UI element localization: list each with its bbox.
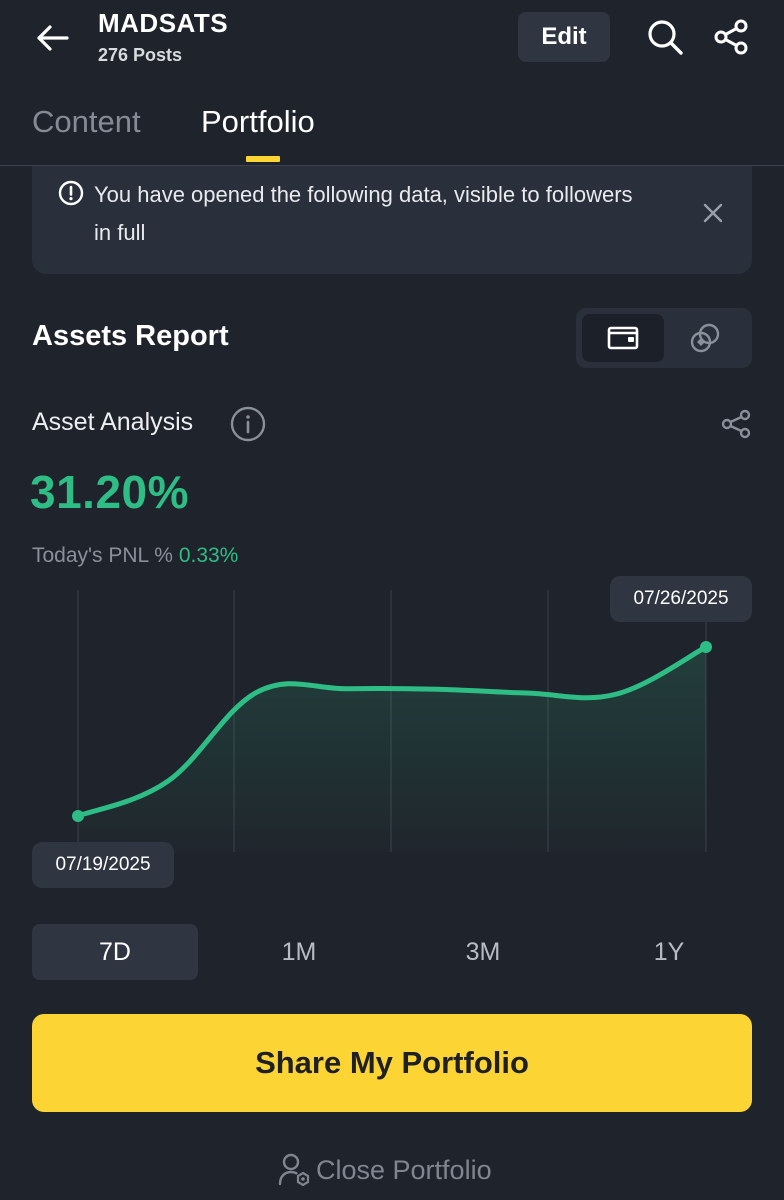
info-icon[interactable] [230, 406, 266, 442]
profile-title-block: MADSATS 276 Posts [98, 8, 228, 66]
notice-text: You have opened the following data, visi… [94, 182, 633, 245]
chart-series-line [75, 644, 709, 819]
share-portfolio-button[interactable]: Share My Portfolio [32, 1014, 752, 1112]
total-pnl-percent: 31.20% [30, 466, 190, 518]
alert-circle-icon [58, 180, 84, 206]
chart-end-point [700, 641, 712, 653]
page-title: MADSATS [98, 8, 229, 38]
chart-start-date-label: 07/19/2025 [32, 842, 174, 888]
analysis-share-icon[interactable] [718, 406, 754, 442]
range-1y-button[interactable]: 1Y [653, 937, 685, 966]
share-icon[interactable] [708, 14, 754, 60]
linked-coins-icon [690, 323, 720, 353]
tab-content[interactable]: Content [32, 104, 141, 139]
profile-tabs: Content Portfolio [0, 94, 784, 166]
assets-report-title: Assets Report [32, 320, 229, 352]
tab-portfolio[interactable]: Portfolio [201, 104, 315, 139]
chart-end-date-label: 07/26/2025 [610, 576, 752, 622]
today-pnl-label: Today's PNL % [32, 544, 173, 567]
pnl-line-chart [72, 590, 712, 852]
user-settings-icon [278, 1152, 312, 1188]
back-arrow-icon[interactable] [30, 18, 74, 58]
close-portfolio-label: Close Portfolio [316, 1154, 492, 1185]
view-toggle [576, 308, 752, 368]
range-1m-button[interactable]: 1M [281, 937, 317, 966]
today-pnl-row: Today's PNL % 0.33% [32, 542, 238, 570]
close-icon[interactable] [696, 196, 730, 230]
visibility-notice: You have opened the following data, visi… [32, 166, 752, 274]
link-view-button[interactable] [664, 314, 746, 362]
time-range-selector: 7D 1M 3M 1Y [32, 924, 752, 980]
wallet-icon [607, 326, 639, 350]
today-pnl-value: 0.33% [178, 544, 239, 567]
top-bar: MADSATS 276 Posts Edit [0, 0, 784, 80]
asset-analysis-title: Asset Analysis [32, 408, 194, 436]
edit-button[interactable]: Edit [518, 12, 610, 62]
range-3m-button[interactable]: 3M [465, 937, 501, 966]
chart-start-point [72, 810, 84, 822]
chart-area-fill [78, 647, 706, 852]
active-tab-indicator [246, 156, 280, 162]
range-7d-button[interactable]: 7D [32, 924, 198, 980]
post-count: 276 Posts [98, 45, 183, 65]
close-portfolio-button[interactable]: Close Portfolio [278, 1150, 492, 1190]
search-icon[interactable] [642, 14, 688, 60]
wallet-view-button[interactable] [582, 314, 664, 362]
